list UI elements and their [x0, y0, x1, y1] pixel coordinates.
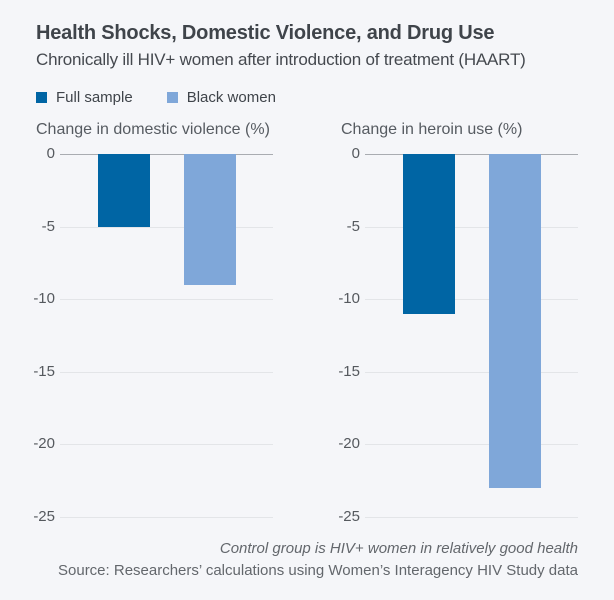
y-tick-label: -5: [346, 217, 360, 235]
y-tick-label: -15: [338, 362, 360, 380]
y-tick-label: 0: [46, 145, 55, 162]
gridline: [365, 444, 578, 445]
y-tick-label: -25: [338, 507, 360, 525]
gridline: [60, 371, 273, 373]
legend-item-black-women: Black women: [166, 89, 276, 106]
black-women-swatch-icon: [166, 92, 178, 103]
zero-axis-line: [365, 154, 578, 155]
y-tick-label: -15: [33, 362, 55, 380]
gridline: [60, 299, 273, 300]
legend-label: Full sample: [56, 89, 133, 106]
bar-full-sample: [98, 154, 150, 227]
plot-area: 0 -5 -10 -15 -20 -25: [338, 145, 578, 525]
bar-full-sample: [403, 154, 455, 314]
y-tick-label: -20: [338, 435, 360, 452]
control-group-note: Control group is HIV+ women in relativel…: [219, 540, 578, 557]
gridline: [365, 371, 578, 373]
figure-title: Health Shocks, Domestic Violence, and Dr…: [36, 22, 495, 44]
bar-black-women: [184, 154, 236, 285]
gridline: [60, 444, 273, 445]
y-tick-label: 0: [351, 145, 360, 162]
gridline: [365, 516, 578, 518]
bar-black-women: [489, 154, 541, 488]
y-tick-label: -20: [33, 435, 55, 452]
plot-area: 0 -5 -10 -15 -20 -25: [33, 145, 273, 525]
y-tick-label: -10: [33, 290, 55, 307]
gridline: [60, 226, 273, 228]
chart-title: Change in heroin use (%): [341, 121, 523, 138]
chart-heroin-use: Change in heroin use (%) 0 -5 -10 -15 -20 -25: [325, 121, 578, 525]
zero-axis-line: [60, 154, 273, 155]
chart-domestic-violence: Change in domestic violence (%) 0 -5 -10 -1…: [20, 121, 273, 525]
chart-title: Change in domestic violence (%): [36, 121, 270, 138]
figure-subtitle: Chronically ill HIV+ women after introdu…: [36, 50, 526, 69]
y-tick-label: -5: [41, 217, 55, 235]
gridline: [60, 516, 273, 518]
source-line: Source: Researchers’ calculations using …: [58, 562, 578, 579]
y-tick-label: -10: [338, 290, 360, 307]
y-tick-label: -25: [33, 507, 55, 525]
legend: Full sample Black women: [36, 89, 276, 106]
legend-label: Black women: [186, 89, 276, 106]
full-sample-swatch-icon: [36, 92, 47, 103]
legend-item-full-sample: Full sample: [36, 89, 133, 106]
gridline: [365, 226, 578, 228]
gridline: [365, 299, 578, 300]
